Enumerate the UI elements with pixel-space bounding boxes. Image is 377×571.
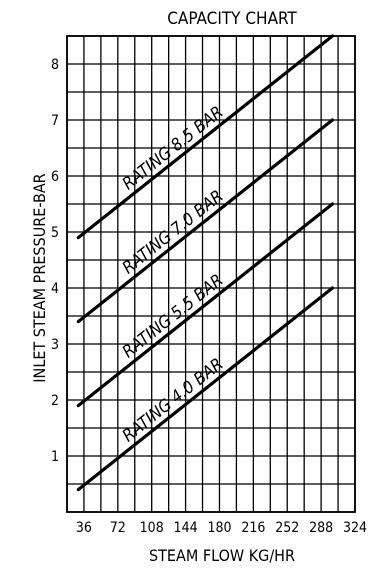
x-tick-label: 324 bbox=[343, 520, 367, 536]
y-axis-label: INLET STEAM PRESSURE-BAR bbox=[30, 173, 49, 382]
x-tick-label: 36 bbox=[76, 520, 92, 536]
x-tick-label: 216 bbox=[241, 520, 265, 536]
x-tick-label: 180 bbox=[207, 520, 231, 536]
x-axis-label: STEAM FLOW KG/HR bbox=[149, 546, 295, 565]
series-line bbox=[76, 286, 335, 492]
plot-border bbox=[66, 35, 356, 513]
x-tick-label: 252 bbox=[275, 520, 299, 536]
y-tick-label: 3 bbox=[51, 337, 59, 353]
y-tick-label: 1 bbox=[51, 449, 59, 465]
x-tick-label: 72 bbox=[110, 520, 126, 536]
series-line bbox=[76, 34, 335, 240]
chart-grid bbox=[66, 35, 356, 513]
x-axis-ticks: 36 72 108 144 180 216 252 288 324 bbox=[76, 520, 367, 536]
series-line bbox=[76, 202, 335, 408]
y-tick-label: 7 bbox=[51, 113, 59, 129]
y-tick-label: 5 bbox=[51, 225, 59, 241]
y-tick-label: 8 bbox=[51, 57, 59, 73]
y-tick-label: 2 bbox=[51, 393, 59, 409]
chart-title: CAPACITY CHART bbox=[167, 9, 297, 29]
x-tick-label: 288 bbox=[309, 520, 333, 536]
y-tick-label: 4 bbox=[51, 281, 59, 297]
y-axis-ticks: 1 2 3 4 5 6 7 8 bbox=[51, 57, 59, 465]
y-tick-label: 6 bbox=[51, 169, 59, 185]
series-line bbox=[76, 118, 335, 324]
x-tick-label: 108 bbox=[140, 520, 164, 536]
x-tick-label: 144 bbox=[174, 520, 198, 536]
